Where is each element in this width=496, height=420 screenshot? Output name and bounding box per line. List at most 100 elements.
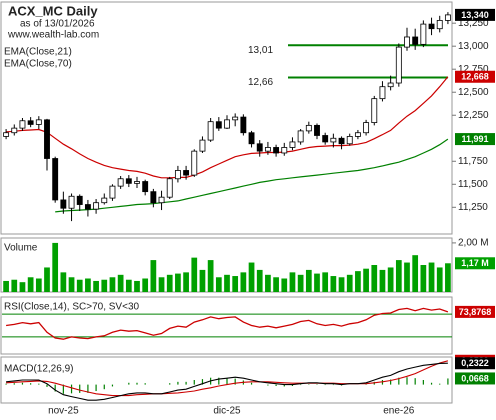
- histogram-bar: [234, 378, 236, 385]
- histogram-bar: [267, 384, 269, 386]
- candle-body: [444, 14, 451, 21]
- last-value-label: 13,340: [461, 10, 489, 20]
- candle-body: [68, 195, 75, 209]
- histogram-bar: [111, 384, 114, 387]
- histogram-bar: [390, 379, 392, 385]
- candle-body: [354, 132, 361, 137]
- histogram-bar: [406, 377, 408, 385]
- bar: [330, 276, 337, 292]
- bar: [363, 268, 369, 292]
- bar: [240, 272, 247, 292]
- bar: [428, 262, 435, 292]
- candle-body: [150, 191, 157, 204]
- pane-title: MACD(12,26,9): [4, 364, 73, 375]
- annotation-label: 12,66: [248, 77, 273, 88]
- y-tick-label: 11,500: [458, 179, 488, 190]
- candle-body: [256, 143, 263, 152]
- histogram-bar: [103, 384, 105, 390]
- bar: [412, 255, 419, 292]
- line: [6, 307, 449, 340]
- bar: [175, 273, 181, 292]
- candle-body: [117, 178, 124, 187]
- candle-body: [387, 82, 394, 88]
- line: [55, 138, 449, 213]
- bar: [93, 280, 99, 292]
- last-value-label: 0,2322: [461, 358, 489, 368]
- histogram-bar: [193, 380, 195, 385]
- candle-body: [109, 185, 116, 199]
- bar: [207, 260, 214, 292]
- bar: [117, 274, 124, 292]
- histogram-bar: [144, 383, 146, 385]
- histogram-bar: [218, 377, 220, 385]
- candle-body: [19, 120, 26, 129]
- x-tick-label: dic-25: [213, 406, 241, 417]
- line: [6, 76, 449, 179]
- histogram-bar: [136, 382, 138, 385]
- bar: [60, 272, 67, 292]
- bar: [338, 277, 345, 292]
- candle-body: [371, 98, 378, 124]
- bar: [314, 273, 320, 292]
- candle-body: [158, 196, 165, 204]
- histogram-bar: [283, 384, 285, 387]
- histogram-bar: [226, 378, 228, 385]
- bar: [281, 278, 288, 292]
- histogram-bar: [250, 382, 253, 385]
- bar: [134, 280, 140, 292]
- histogram-bar: [414, 378, 416, 385]
- histogram-bar: [38, 383, 40, 385]
- histogram-bar: [95, 384, 97, 392]
- candle-body: [305, 124, 312, 132]
- pane-title: Volume: [4, 243, 38, 254]
- candle-body: [3, 132, 10, 137]
- bar: [68, 277, 75, 292]
- histogram-bar: [430, 382, 433, 385]
- bar: [191, 257, 198, 292]
- candle-body: [166, 178, 173, 198]
- candle-body: [174, 170, 181, 180]
- bar: [387, 267, 394, 292]
- bar: [322, 272, 329, 292]
- value-box: [455, 133, 495, 146]
- bar: [35, 278, 42, 292]
- candle-body: [84, 204, 91, 210]
- bar: [101, 279, 108, 292]
- histogram-bar: [128, 382, 130, 385]
- bar: [436, 267, 443, 292]
- histogram-bar: [46, 384, 48, 387]
- histogram-bar: [62, 384, 64, 394]
- bar: [297, 274, 304, 292]
- candle-body: [52, 158, 59, 201]
- bar: [3, 280, 9, 292]
- candle-body: [379, 86, 386, 100]
- candle-body: [232, 116, 239, 121]
- value-box: [455, 257, 495, 270]
- bar: [355, 271, 361, 292]
- chart-title: ACX_MC Daily: [8, 3, 98, 18]
- candle-body: [199, 139, 206, 152]
- last-value-label: 73,8768: [459, 307, 492, 317]
- bar: [371, 265, 378, 292]
- candle-body: [183, 170, 190, 176]
- candle-body: [428, 23, 435, 30]
- last-value-label: 1,17 M: [461, 258, 489, 268]
- candle-body: [125, 178, 132, 184]
- candle-body: [35, 119, 42, 125]
- histogram-bar: [70, 384, 73, 394]
- value-box: [455, 70, 495, 83]
- histogram-bar: [398, 377, 400, 385]
- bar: [11, 279, 18, 292]
- x-tick-label: nov-25: [48, 406, 79, 417]
- candle-body: [289, 141, 296, 148]
- value-box: [455, 357, 495, 370]
- y-tick-label: 11,250: [458, 202, 488, 213]
- histogram-bar: [169, 383, 171, 385]
- y-tick-label: 12,750: [458, 64, 489, 75]
- candle-body: [76, 195, 83, 205]
- candle-body: [412, 36, 419, 45]
- bar: [125, 279, 132, 292]
- legend-entry: EMA(Close,21): [4, 47, 72, 58]
